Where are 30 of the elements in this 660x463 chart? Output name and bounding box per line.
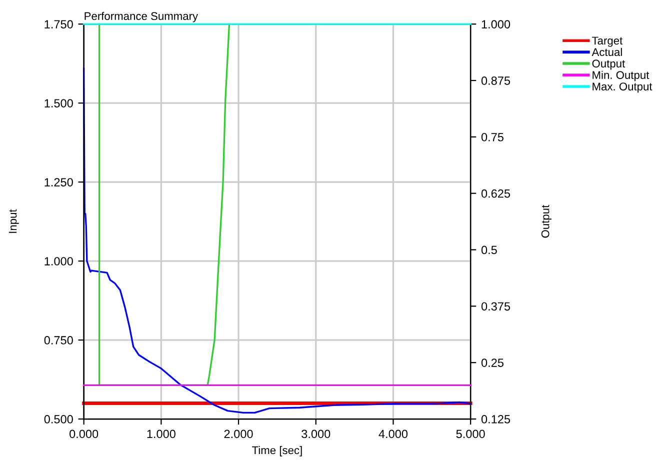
x-tick-label: 4.000 (378, 430, 408, 438)
y-tick-label: 0.750 (44, 336, 73, 344)
y-axis-title: Input (8, 209, 19, 233)
y-tick-label: 1.500 (44, 99, 73, 108)
y2-tick-label: 0.875 (481, 76, 510, 85)
legend-label: Target (592, 36, 623, 47)
y2-tick-label: 0.625 (481, 189, 510, 198)
y-tick-label: 0.500 (44, 415, 73, 424)
line-series (82, 67, 472, 414)
legend-label: Actual (592, 48, 622, 56)
x-tick-label: 0.000 (70, 430, 98, 438)
y2-tick-label: 0.75 (481, 132, 504, 142)
x-tick-label: 3.000 (302, 430, 330, 438)
x-tick-label: 2.000 (224, 430, 253, 438)
y-tick-label: 1.250 (44, 178, 73, 186)
legend-label: Output (592, 60, 626, 70)
y2-tick-label: 0.125 (481, 415, 510, 424)
x-axis-title: Time [sec] (252, 446, 302, 456)
y2-tick-label: 0.375 (481, 302, 510, 311)
y2-tick-label: 1.000 (482, 20, 510, 28)
legend-label: Min. Output (592, 70, 650, 82)
x-tick-label: 5.000 (456, 430, 485, 438)
y2-tick-label: 0.25 (481, 358, 504, 367)
y-tick-label: 1.750 (44, 20, 73, 28)
y2-tick-label: 0.5 (481, 246, 497, 254)
chart-title: Performance Summary (84, 12, 198, 22)
y2-axis-title: Output (541, 204, 552, 238)
y-tick-label: 1.000 (44, 257, 73, 266)
legend-label: Max. Output (592, 82, 652, 93)
x-tick-label: 1.000 (147, 430, 176, 438)
